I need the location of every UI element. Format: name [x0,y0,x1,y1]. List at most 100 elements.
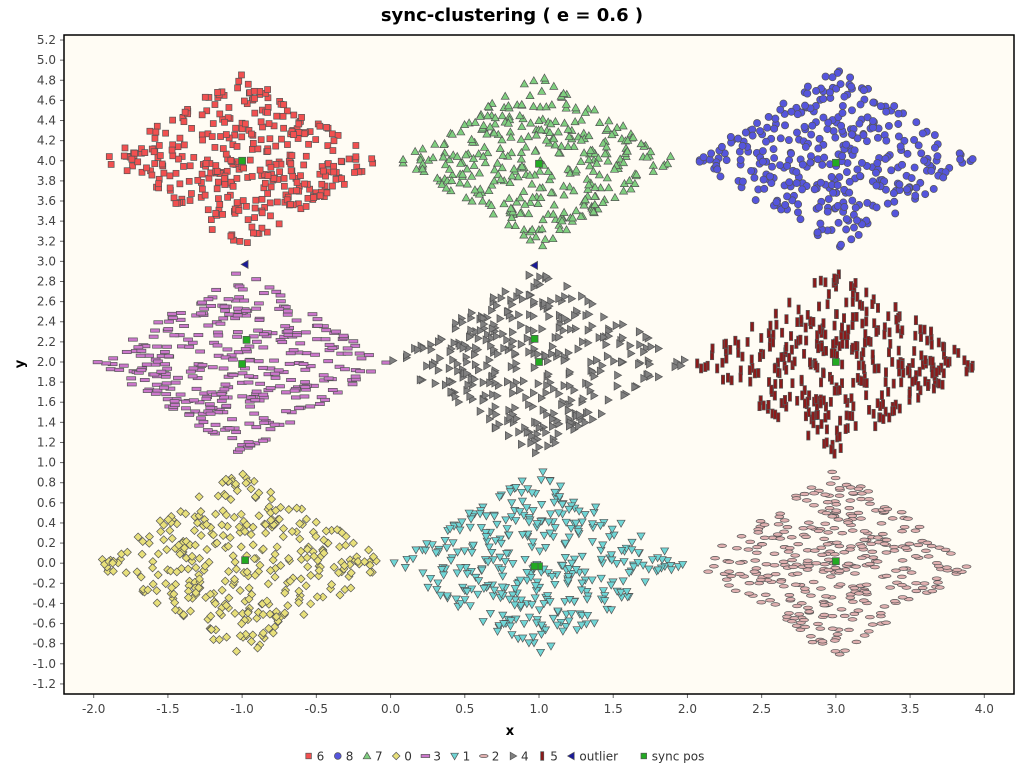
point-7 [612,122,622,132]
point-0 [192,518,202,528]
point-0 [221,510,231,520]
point-3 [301,351,312,356]
point-4 [548,349,557,359]
point-0 [346,583,356,593]
point-1 [560,598,570,607]
point-5 [936,337,941,348]
point-1 [522,504,532,513]
point-4 [403,350,412,360]
point-7 [567,213,578,222]
point-8 [848,196,857,205]
point-3 [350,374,361,379]
point-4 [555,348,564,358]
point-7 [507,212,517,222]
point-4 [525,325,534,335]
point-5 [864,316,869,327]
point-8 [917,149,926,158]
point-2 [897,595,908,600]
point-4 [533,278,542,288]
point-4 [449,355,458,365]
point-2 [770,602,781,607]
point-4 [579,337,588,347]
point-outlier [240,259,249,269]
point-2 [794,612,805,617]
point-2 [873,535,883,540]
point-5 [819,419,824,429]
point-7 [418,144,428,153]
point-7 [467,171,477,180]
legend-marker [420,754,431,758]
point-1 [517,497,528,506]
point-6 [266,135,274,143]
point-4 [564,348,573,358]
point-5 [930,356,935,367]
point-2 [823,557,834,562]
point-3 [270,371,281,376]
point-3 [254,301,264,306]
point-4 [503,307,512,317]
point-1 [633,559,643,568]
point-8 [857,158,866,167]
series-0 [97,469,381,656]
point-6 [337,157,345,165]
point-4 [555,332,564,342]
point-0 [132,567,142,577]
point-7 [468,153,479,162]
point-7 [549,200,559,209]
point-2 [849,611,860,617]
point-2 [790,582,801,587]
point-4 [551,438,560,448]
point-2 [816,586,826,591]
point-1 [607,525,617,534]
point-8 [833,181,842,190]
point-2 [827,514,838,519]
legend-item-6: 6 [305,750,324,764]
point-1 [527,489,537,498]
point-3 [244,421,255,426]
point-5 [847,411,852,421]
point-6 [143,164,150,172]
series-3 [92,271,392,454]
point-1 [534,606,545,615]
point-1 [566,524,576,534]
point-8 [872,168,880,177]
point-2 [847,513,858,519]
point-0 [167,583,177,593]
legend-marker [334,752,342,760]
point-4 [452,318,461,328]
point-1 [507,499,517,508]
y-tick-label: 4.2 [37,134,56,148]
point-6 [213,185,221,193]
point-0 [235,586,245,596]
point-7 [500,91,510,100]
point-4 [614,370,623,380]
point-4 [578,291,587,301]
point-8 [766,172,774,181]
point-6 [301,130,308,138]
point-8 [827,172,836,181]
point-5 [806,430,811,441]
point-5 [941,368,946,379]
point-7 [528,101,539,110]
point-7 [559,190,569,199]
point-8 [819,94,828,103]
point-2 [821,510,832,516]
legend-label: 4 [521,750,529,764]
point-4 [463,368,472,379]
point-2 [834,493,845,498]
point-0 [335,590,345,600]
point-4 [525,270,534,280]
x-tick-label: 2.0 [678,702,697,716]
point-1 [606,606,617,615]
point-7 [628,132,638,141]
point-5 [812,277,817,288]
point-5 [779,378,784,389]
point-1 [530,582,541,591]
point-7 [519,79,529,88]
point-8 [764,112,773,121]
point-7 [515,111,525,120]
point-6 [199,136,206,144]
point-0 [121,568,131,578]
point-8 [859,86,868,95]
point-0 [137,549,147,559]
